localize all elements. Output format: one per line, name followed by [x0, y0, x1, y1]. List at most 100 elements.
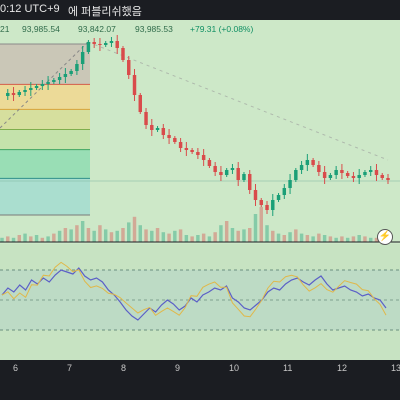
volume-bar	[317, 233, 321, 242]
candle-body	[150, 125, 154, 130]
candle-body	[230, 168, 235, 170]
candle-body	[351, 176, 356, 178]
x-tick-label: 8	[121, 363, 127, 373]
ohlc-high: 93,985.54	[22, 24, 60, 34]
candle-body	[236, 168, 240, 180]
oscillator-line	[1, 267, 387, 321]
volume-bar	[253, 214, 258, 242]
x-tick-label: 6	[13, 363, 19, 373]
volume-bar	[121, 228, 125, 242]
header-time: 0:12 UTC+9	[0, 3, 60, 15]
volume-bar	[207, 236, 212, 242]
x-tick-label: 13	[391, 363, 400, 373]
volume-bar	[196, 235, 200, 242]
volume-bar	[190, 236, 194, 242]
volume-bar	[259, 207, 263, 242]
candle-body	[29, 88, 33, 90]
ohlc-change: +79.31 (+0.08%)	[190, 24, 254, 34]
candle-body	[380, 175, 384, 178]
candle-body	[311, 160, 315, 165]
volume-bar	[57, 230, 62, 242]
candle-body	[132, 75, 137, 95]
candle-body	[374, 170, 379, 175]
candle-body	[34, 86, 39, 88]
volume-bar	[0, 237, 4, 242]
volume-bar	[271, 230, 275, 242]
candle-body	[63, 74, 68, 77]
volume-bar	[167, 233, 171, 242]
candle-body	[322, 172, 327, 178]
lightning-icon[interactable]: ⚡	[377, 229, 393, 245]
volume-bar	[236, 230, 240, 242]
volume-bar	[311, 236, 315, 242]
x-tick-label: 11	[283, 363, 293, 373]
fib-band	[0, 84, 90, 110]
volume-bar	[178, 229, 183, 242]
volume-bar	[161, 232, 166, 242]
candle-body	[386, 178, 390, 180]
volume-bar	[115, 230, 119, 242]
lightning-glyph: ⚡	[378, 231, 392, 242]
volume-bar	[46, 236, 50, 242]
candle-body	[259, 200, 263, 205]
fib-band	[0, 109, 90, 130]
volume-bar	[86, 228, 91, 242]
volume-bar	[322, 235, 327, 242]
volume-bar	[294, 229, 298, 242]
volume-bar	[75, 225, 79, 242]
candle-body	[23, 90, 27, 92]
candle-body	[213, 166, 217, 172]
volume-bar	[184, 235, 189, 242]
volume-bar	[98, 225, 102, 242]
candle-body	[109, 41, 114, 43]
chart-canvas[interactable]	[0, 0, 400, 360]
volume-bar	[230, 228, 235, 242]
candle-body	[184, 148, 189, 150]
volume-bar	[127, 222, 131, 242]
candle-body	[265, 205, 269, 210]
candle-body	[155, 128, 160, 130]
candle-body	[69, 71, 73, 74]
volume-bar	[155, 228, 160, 242]
candle-body	[357, 175, 361, 178]
volume-bar	[288, 232, 292, 242]
candle-body	[80, 52, 85, 64]
candle-body	[161, 128, 166, 135]
candle-body	[288, 180, 292, 188]
candle-body	[242, 174, 246, 180]
volume-bar	[305, 235, 310, 242]
volume-bar	[17, 235, 22, 242]
header-bar: 0:12 UTC+9 에 퍼블리쉬했음	[0, 0, 400, 20]
candle-body	[178, 142, 183, 148]
volume-bar	[23, 233, 27, 242]
volume-bar	[80, 221, 85, 242]
x-tick-label: 12	[337, 363, 348, 373]
candle-body	[190, 150, 194, 152]
fib-band	[0, 149, 90, 179]
candle-body	[11, 93, 16, 95]
trend-line	[87, 41, 389, 161]
volume-bar	[224, 221, 229, 242]
volume-bar	[351, 236, 356, 242]
volume-bar	[6, 236, 10, 242]
candle-body	[201, 155, 206, 160]
volume-bar	[150, 230, 154, 242]
candle-body	[115, 41, 119, 48]
candle-body	[98, 44, 102, 45]
candle-body	[219, 172, 223, 175]
volume-bar	[109, 232, 114, 242]
fib-band	[0, 129, 90, 150]
volume-bar	[219, 225, 223, 242]
volume-bar	[29, 236, 33, 242]
volume-bar	[340, 236, 344, 242]
volume-bar	[144, 229, 148, 242]
volume-bar	[299, 233, 304, 242]
candle-body	[57, 77, 62, 80]
x-tick-label: 10	[229, 363, 240, 373]
volume-bar	[368, 237, 373, 242]
x-tick-label: 9	[175, 363, 181, 373]
candle-body	[173, 138, 177, 142]
candle-body	[196, 152, 200, 155]
candle-body	[17, 92, 22, 95]
candle-body	[363, 172, 367, 175]
